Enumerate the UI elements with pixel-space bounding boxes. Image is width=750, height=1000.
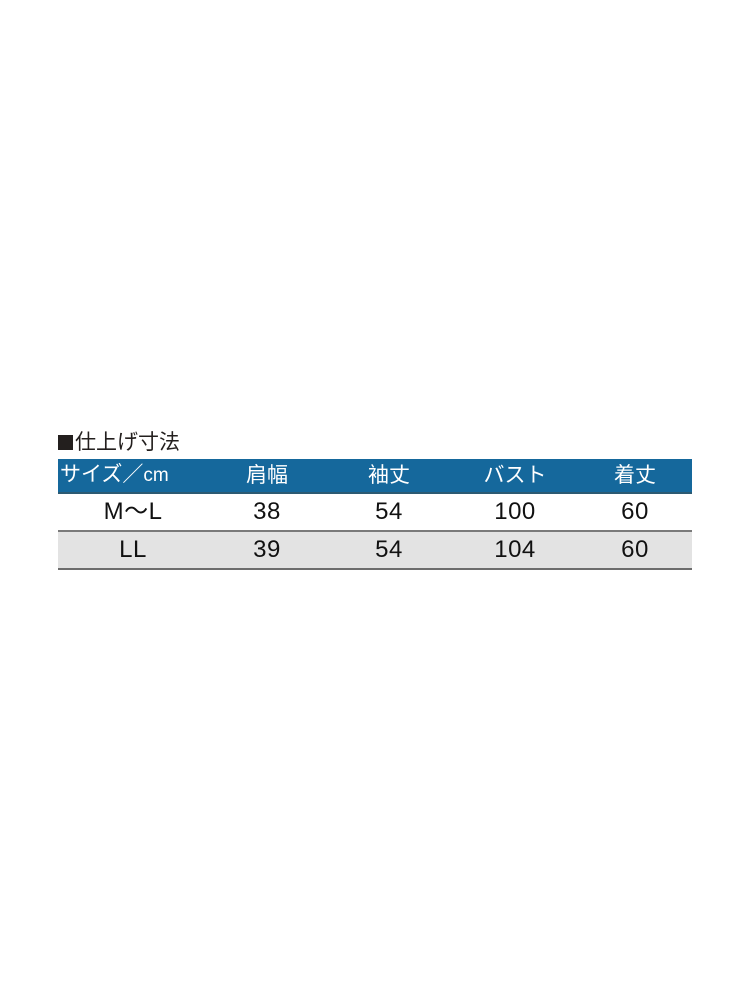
cell-shoulder: 38 [208,493,326,532]
finished-measurements-table: サイズ／cm 肩幅 袖丈 バスト 着丈 M〜L 38 54 100 60 LL … [58,459,692,570]
page-title: 仕上げ寸法 [58,430,690,456]
cell-length: 60 [578,493,692,532]
table-row: M〜L 38 54 100 60 [58,493,692,532]
table-row: LL 39 54 104 60 [58,531,692,569]
cell-sleeve: 54 [326,531,452,569]
column-header-sleeve: 袖丈 [326,459,452,494]
cell-size: LL [58,531,208,569]
cell-length: 60 [578,531,692,569]
column-header-shoulder: 肩幅 [208,459,326,494]
cell-sleeve: 54 [326,493,452,532]
table-header-row: サイズ／cm 肩幅 袖丈 バスト 着丈 [58,459,692,494]
table-header: サイズ／cm 肩幅 袖丈 バスト 着丈 [58,459,692,494]
column-header-size-unit: cm [143,465,169,486]
column-header-bust: バスト [452,459,578,494]
cell-shoulder: 39 [208,531,326,569]
column-header-size-main: サイズ／ [60,463,144,486]
size-table-block: 仕上げ寸法 サイズ／cm 肩幅 袖丈 バスト 着丈 M〜L 38 54 100 … [58,430,692,570]
column-header-size: サイズ／cm [58,459,208,494]
cell-bust: 100 [452,493,578,532]
cell-bust: 104 [452,531,578,569]
table-body: M〜L 38 54 100 60 LL 39 54 104 60 [58,493,692,569]
cell-size: M〜L [58,493,208,532]
page-title-label: 仕上げ寸法 [75,431,180,454]
square-bullet-icon [58,435,73,450]
column-header-length: 着丈 [578,459,692,494]
